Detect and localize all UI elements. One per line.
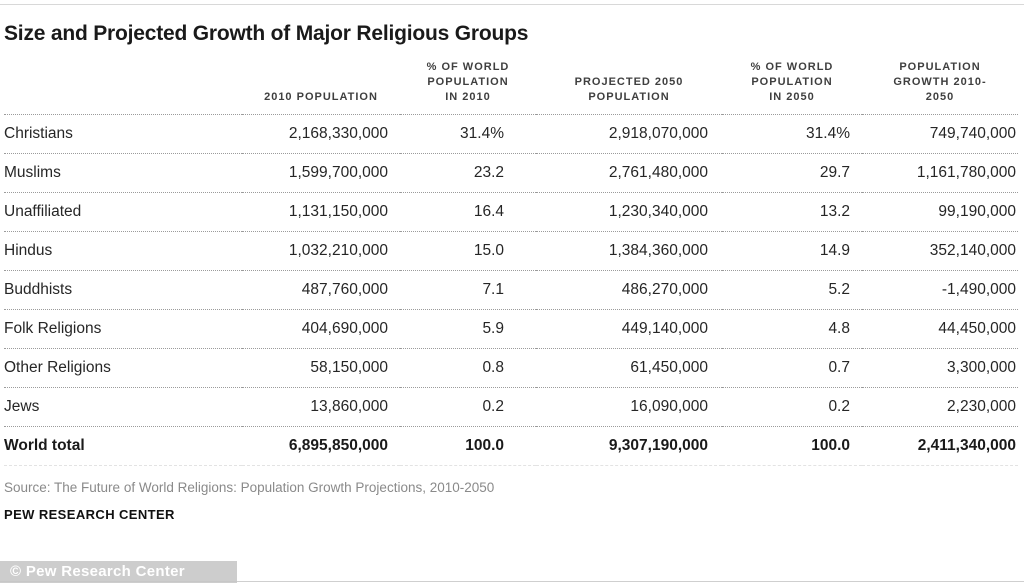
table-header: 2010 POPULATION % OF WORLD POPULATION IN… bbox=[4, 46, 1018, 115]
col-header-projected-2050: PROJECTED 2050 POPULATION bbox=[536, 46, 722, 115]
religion-name: Jews bbox=[4, 387, 242, 427]
pct-2010-value: 15.0 bbox=[400, 231, 536, 271]
pct-2010-value: 16.4 bbox=[400, 192, 536, 232]
growth-value: 3,300,000 bbox=[862, 348, 1018, 388]
pct-2050-value: 0.2 bbox=[722, 387, 862, 427]
religion-name: Muslims bbox=[4, 153, 242, 193]
pop-2010-value: 487,760,000 bbox=[242, 270, 400, 310]
pop-2050-value: 2,918,070,000 bbox=[536, 114, 722, 154]
col-header-pct-world-2010: % OF WORLD POPULATION IN 2010 bbox=[400, 46, 536, 115]
table-row-other-religions: Other Religions 58,150,000 0.8 61,450,00… bbox=[4, 348, 1018, 388]
source-note: Source: The Future of World Religions: P… bbox=[4, 479, 495, 495]
table-row-christians: Christians 2,168,330,000 31.4% 2,918,070… bbox=[4, 114, 1018, 154]
growth-value: -1,490,000 bbox=[862, 270, 1018, 310]
pop-2050-value: 449,140,000 bbox=[536, 309, 722, 349]
religion-name: World total bbox=[4, 426, 242, 466]
pct-2050-value: 100.0 bbox=[722, 426, 862, 466]
table-row-folk-religions: Folk Religions 404,690,000 5.9 449,140,0… bbox=[4, 309, 1018, 349]
table-row-jews: Jews 13,860,000 0.2 16,090,000 0.2 2,230… bbox=[4, 387, 1018, 427]
growth-value: 2,411,340,000 bbox=[862, 426, 1018, 466]
religion-name: Other Religions bbox=[4, 348, 242, 388]
table-row-unaffiliated: Unaffiliated 1,131,150,000 16.4 1,230,34… bbox=[4, 192, 1018, 232]
col-header-population-growth: POPULATION GROWTH 2010- 2050 bbox=[862, 46, 1018, 115]
table-body: Christians 2,168,330,000 31.4% 2,918,070… bbox=[4, 114, 1018, 466]
pop-2010-value: 1,032,210,000 bbox=[242, 231, 400, 271]
bottom-divider bbox=[0, 581, 1024, 582]
growth-value: 44,450,000 bbox=[862, 309, 1018, 349]
pct-2010-value: 100.0 bbox=[400, 426, 536, 466]
pct-2010-value: 0.2 bbox=[400, 387, 536, 427]
pct-2050-value: 5.2 bbox=[722, 270, 862, 310]
col-header-2010-population: 2010 POPULATION bbox=[242, 46, 400, 115]
pop-2010-value: 404,690,000 bbox=[242, 309, 400, 349]
pct-2010-value: 31.4% bbox=[400, 114, 536, 154]
religion-name: Christians bbox=[4, 114, 242, 154]
top-divider bbox=[0, 4, 1024, 5]
religion-name: Buddhists bbox=[4, 270, 242, 310]
pop-2010-value: 6,895,850,000 bbox=[242, 426, 400, 466]
pop-2010-value: 13,860,000 bbox=[242, 387, 400, 427]
religion-name: Folk Religions bbox=[4, 309, 242, 349]
pop-2010-value: 58,150,000 bbox=[242, 348, 400, 388]
pop-2050-value: 16,090,000 bbox=[536, 387, 722, 427]
table-row-buddhists: Buddhists 487,760,000 7.1 486,270,000 5.… bbox=[4, 270, 1018, 310]
copyright-watermark: © Pew Research Center bbox=[0, 561, 237, 583]
pop-2050-value: 486,270,000 bbox=[536, 270, 722, 310]
pct-2010-value: 5.9 bbox=[400, 309, 536, 349]
pct-2010-value: 7.1 bbox=[400, 270, 536, 310]
religion-name: Hindus bbox=[4, 231, 242, 271]
pop-2050-value: 61,450,000 bbox=[536, 348, 722, 388]
pop-2010-value: 2,168,330,000 bbox=[242, 114, 400, 154]
pct-2050-value: 4.8 bbox=[722, 309, 862, 349]
pop-2050-value: 2,761,480,000 bbox=[536, 153, 722, 193]
religion-name: Unaffiliated bbox=[4, 192, 242, 232]
col-header-pct-world-2050: % OF WORLD POPULATION IN 2050 bbox=[722, 46, 862, 115]
growth-value: 352,140,000 bbox=[862, 231, 1018, 271]
table-row-world-total: World total 6,895,850,000 100.0 9,307,19… bbox=[4, 426, 1018, 466]
pct-2050-value: 0.7 bbox=[722, 348, 862, 388]
pct-2050-value: 29.7 bbox=[722, 153, 862, 193]
table-header-row: 2010 POPULATION % OF WORLD POPULATION IN… bbox=[4, 46, 1018, 115]
pop-2050-value: 1,384,360,000 bbox=[536, 231, 722, 271]
table-row-hindus: Hindus 1,032,210,000 15.0 1,384,360,000 … bbox=[4, 231, 1018, 271]
page-title: Size and Projected Growth of Major Relig… bbox=[4, 22, 529, 45]
pct-2050-value: 14.9 bbox=[722, 231, 862, 271]
pct-2050-value: 13.2 bbox=[722, 192, 862, 232]
table-row-muslims: Muslims 1,599,700,000 23.2 2,761,480,000… bbox=[4, 153, 1018, 193]
growth-value: 1,161,780,000 bbox=[862, 153, 1018, 193]
pct-2050-value: 31.4% bbox=[722, 114, 862, 154]
religion-growth-table: 2010 POPULATION % OF WORLD POPULATION IN… bbox=[4, 46, 1018, 466]
pct-2010-value: 23.2 bbox=[400, 153, 536, 193]
col-header-group bbox=[4, 46, 242, 115]
pop-2050-value: 9,307,190,000 bbox=[536, 426, 722, 466]
pop-2050-value: 1,230,340,000 bbox=[536, 192, 722, 232]
growth-value: 2,230,000 bbox=[862, 387, 1018, 427]
growth-value: 749,740,000 bbox=[862, 114, 1018, 154]
pop-2010-value: 1,131,150,000 bbox=[242, 192, 400, 232]
pct-2010-value: 0.8 bbox=[400, 348, 536, 388]
growth-value: 99,190,000 bbox=[862, 192, 1018, 232]
pew-research-center-wordmark: PEW RESEARCH CENTER bbox=[4, 506, 175, 522]
pop-2010-value: 1,599,700,000 bbox=[242, 153, 400, 193]
